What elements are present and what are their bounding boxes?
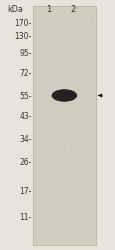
- Ellipse shape: [51, 89, 76, 102]
- Text: 55-: 55-: [19, 92, 32, 101]
- Text: 1: 1: [46, 5, 51, 14]
- Bar: [33, 6, 95, 245]
- Text: 2: 2: [70, 5, 75, 14]
- Text: 43-: 43-: [19, 112, 32, 121]
- Text: 11-: 11-: [19, 213, 32, 222]
- Text: 26-: 26-: [19, 158, 32, 167]
- Text: 130-: 130-: [14, 32, 32, 41]
- Text: 72-: 72-: [19, 69, 32, 78]
- Text: 95-: 95-: [19, 49, 32, 58]
- Text: 17-: 17-: [19, 187, 32, 196]
- Text: 34-: 34-: [19, 136, 32, 144]
- Text: kDa: kDa: [7, 5, 23, 14]
- Text: 170-: 170-: [14, 19, 32, 28]
